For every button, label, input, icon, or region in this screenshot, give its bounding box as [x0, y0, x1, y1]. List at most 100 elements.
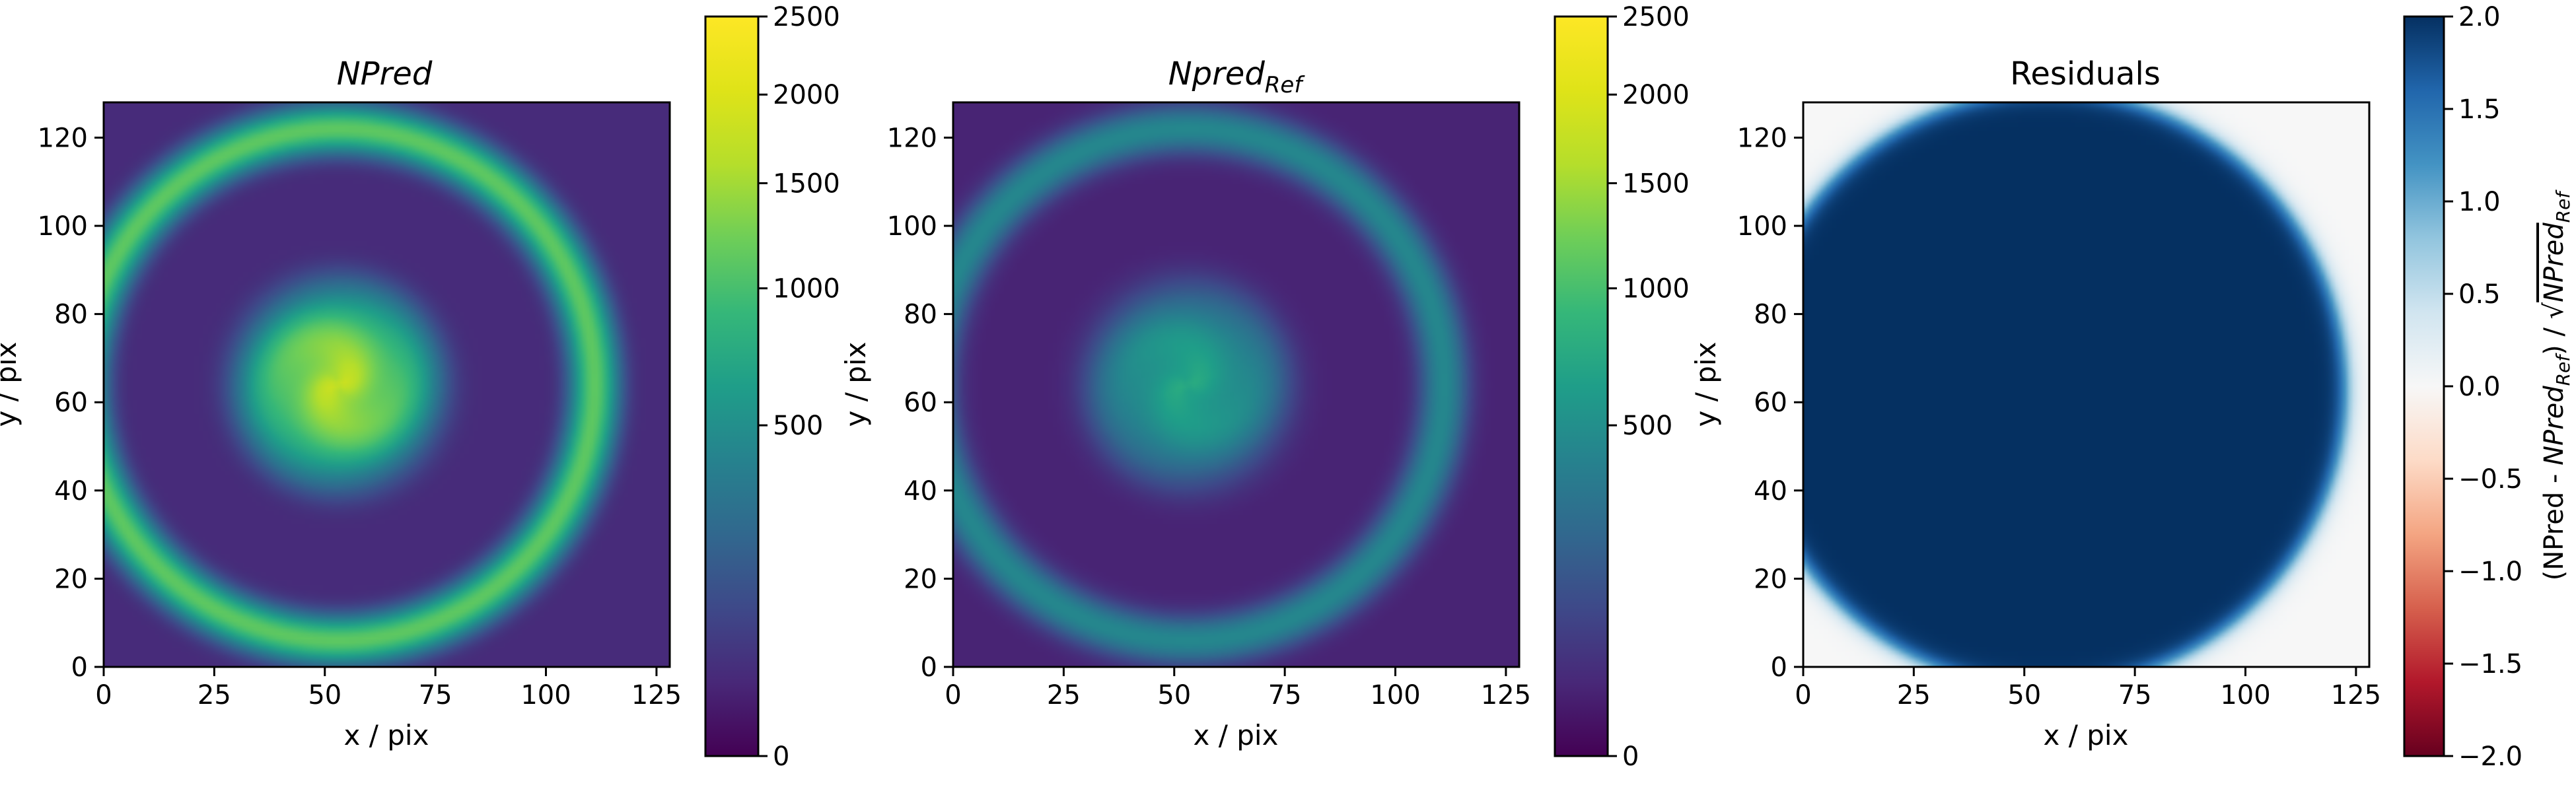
y-tick-label: 100	[38, 211, 88, 242]
npred-ref-ylabel: y / pix	[840, 342, 872, 427]
npred-ref-axis-ticks: 0 25 50 75 100 125 0 20 40 60 80 100 120	[887, 123, 1531, 710]
x-tick-label: 75	[1268, 680, 1302, 710]
label-part-2: Ref	[2552, 353, 2574, 386]
y-tick-label: 80	[1754, 300, 1787, 330]
x-tick-label: 50	[1157, 680, 1191, 710]
label-part-1: NPred	[2539, 386, 2569, 466]
colorbar-label-text: (NPred - NPredRef) / √NPredRef	[2539, 190, 2574, 581]
x-tick-label: 0	[95, 680, 112, 710]
title-main: Npred	[1168, 55, 1266, 92]
x-tick-label: 100	[520, 680, 571, 710]
npred-colorbar	[705, 17, 758, 756]
npred-xlabel: x / pix	[344, 719, 429, 751]
y-tick-label: 60	[54, 388, 88, 418]
x-tick-label: 125	[2331, 680, 2381, 710]
residuals-heatmap	[1803, 102, 2369, 667]
colorbar-tick-label: 1500	[773, 168, 840, 199]
residuals-axes-frame	[1802, 101, 2371, 668]
label-part-4: √	[2539, 302, 2569, 319]
colorbar-tick-label: 1000	[773, 274, 840, 304]
x-tick-label: 25	[1897, 680, 1931, 710]
x-tick-label: 0	[945, 680, 961, 710]
colorbar-tick-label: 2500	[773, 2, 840, 32]
panel-residuals-title: Residuals	[2010, 55, 2161, 92]
colorbar-tick-label: 0	[773, 742, 789, 772]
colorbar-tick-label: 0.0	[2458, 372, 2501, 402]
colorbar-tick-label: 2500	[1622, 2, 1690, 32]
residuals-xlabel: x / pix	[2044, 719, 2129, 751]
npred-ref-heatmap	[953, 102, 1519, 667]
npred-axis-ticks: 0 25 50 75 100 125 0 20 40 60 80 100 120	[38, 123, 682, 710]
residuals-colorbar-ticks: 2.0 1.5 1.0 0.5 0.0 −0.5 −1.0 −1.5 −2.0	[2444, 2, 2522, 772]
panel-npred-ref: NpredRef 0 25 50 75 100 125 0 20 40 60 80 100 120 x …	[840, 2, 1690, 772]
x-tick-label: 75	[2118, 680, 2152, 710]
title-subscript: Ref	[1265, 72, 1306, 98]
panel-npred: NPred 0 25 50 75 100 125 0 20 40 60 80 100 120 x / p…	[0, 2, 840, 772]
label-part-5: NPred	[2539, 223, 2569, 302]
y-tick-label: 120	[887, 123, 937, 153]
npred-axes-frame	[102, 101, 671, 668]
y-tick-label: 40	[1754, 476, 1787, 506]
y-tick-label: 0	[921, 652, 937, 683]
x-tick-label: 75	[419, 680, 452, 710]
npred-heatmap	[104, 102, 670, 667]
x-tick-label: 0	[1795, 680, 1811, 710]
npred-ref-colorbar	[1555, 17, 1608, 756]
panel-residuals: Residuals 0 25 50 75 100 125 0 20 40 60 80 100 120 x…	[1690, 2, 2574, 772]
y-tick-label: 60	[904, 388, 937, 418]
x-tick-label: 125	[1481, 680, 1531, 710]
colorbar-tick-label: 500	[773, 411, 823, 441]
x-tick-label: 25	[197, 680, 231, 710]
colorbar-tick-label: −1.0	[2458, 557, 2522, 587]
residuals-axis-ticks: 0 25 50 75 100 125 0 20 40 60 80 100 120	[1737, 123, 2381, 710]
residuals-ylabel: y / pix	[1690, 342, 1722, 427]
y-tick-label: 100	[887, 211, 937, 242]
colorbar-tick-label: 2000	[773, 80, 840, 110]
x-tick-label: 25	[1047, 680, 1081, 710]
y-tick-label: 120	[38, 123, 88, 153]
y-tick-label: 20	[54, 564, 88, 594]
colorbar-tick-label: 500	[1622, 411, 1672, 441]
y-tick-label: 0	[1771, 652, 1787, 683]
y-tick-label: 0	[71, 652, 88, 683]
colorbar-tick-label: 2000	[1622, 80, 1690, 110]
y-tick-label: 100	[1737, 211, 1787, 242]
colorbar-tick-label: 1.0	[2458, 187, 2501, 217]
panel-npred-title: NPred	[337, 55, 433, 92]
npred-ylabel: y / pix	[0, 342, 22, 427]
colorbar-tick-label: 1.5	[2458, 94, 2501, 125]
npred-colorbar-frame	[704, 15, 760, 757]
y-tick-label: 80	[54, 300, 88, 330]
y-tick-label: 60	[1754, 388, 1787, 418]
colorbar-tick-label: 0	[1622, 742, 1639, 772]
x-tick-label: 50	[2007, 680, 2041, 710]
npred-ref-colorbar-frame	[1554, 15, 1609, 757]
y-tick-label: 40	[904, 476, 937, 506]
y-tick-label: 20	[1754, 564, 1787, 594]
x-tick-label: 100	[2220, 680, 2270, 710]
x-tick-label: 100	[1370, 680, 1420, 710]
npred-ref-colorbar-ticks: 0 500 1000 1500 2000 2500	[1608, 2, 1690, 772]
npred-colorbar-ticks: 0 500 1000 1500 2000 2500	[758, 2, 840, 772]
colorbar-tick-label: 1000	[1622, 274, 1690, 304]
y-tick-label: 120	[1737, 123, 1787, 153]
x-tick-label: 125	[631, 680, 682, 710]
colorbar-tick-label: −2.0	[2458, 742, 2522, 772]
residuals-colorbar	[2404, 17, 2444, 756]
y-tick-label: 80	[904, 300, 937, 330]
colorbar-tick-label: 0.5	[2458, 279, 2501, 310]
y-tick-label: 40	[54, 476, 88, 506]
colorbar-tick-label: −0.5	[2458, 464, 2522, 495]
npred-ref-axes-frame	[952, 101, 1521, 668]
colorbar-tick-label: 1500	[1622, 168, 1690, 199]
label-part-3: ) /	[2539, 319, 2569, 355]
colorbar-tick-label: −1.5	[2458, 649, 2522, 679]
colorbar-tick-label: 2.0	[2458, 2, 2501, 32]
x-tick-label: 50	[308, 680, 341, 710]
panel-npred-ref-title: NpredRef	[1168, 55, 1306, 98]
npred-ref-xlabel: x / pix	[1194, 719, 1279, 751]
y-tick-label: 20	[904, 564, 937, 594]
label-part-0: (NPred -	[2539, 466, 2569, 580]
